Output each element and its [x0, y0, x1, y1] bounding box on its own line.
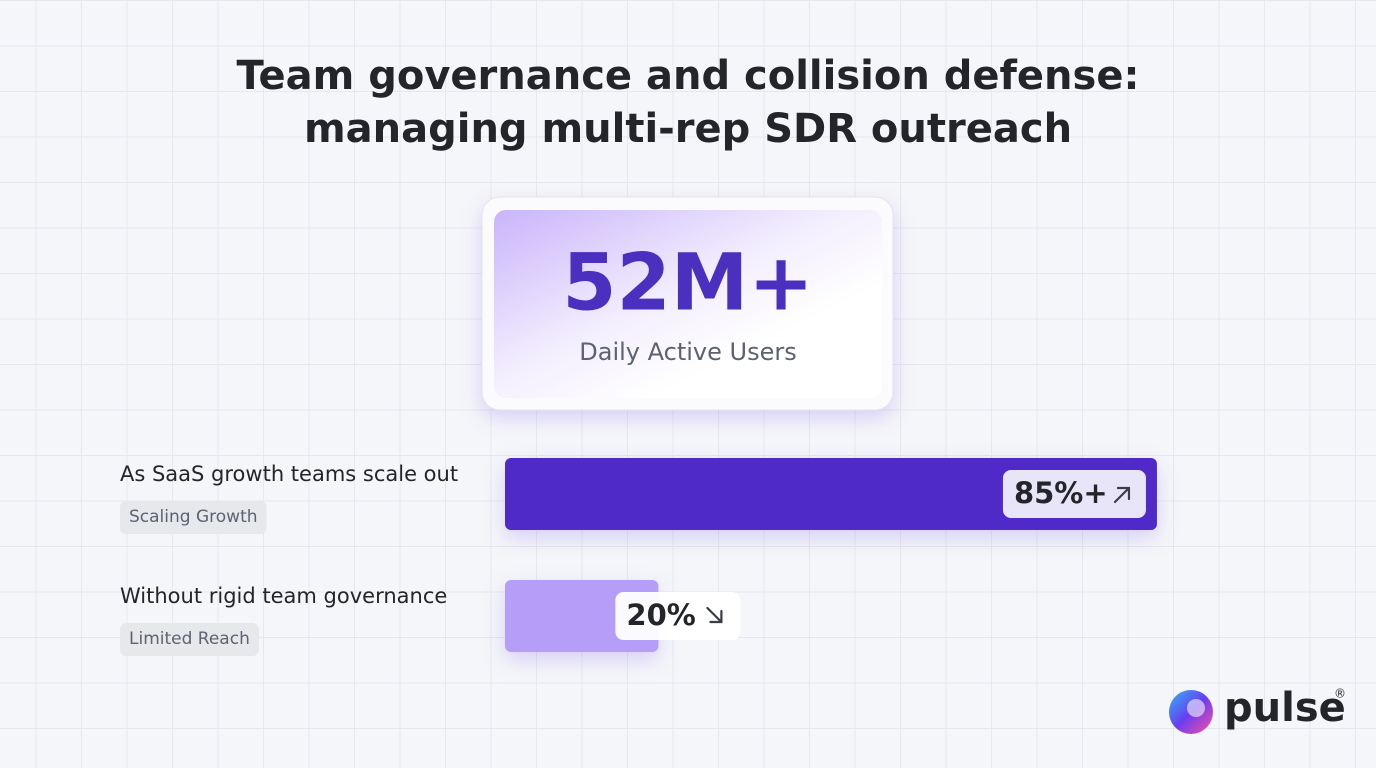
- bar-tag: Limited Reach: [129, 629, 250, 649]
- bar: [505, 458, 1157, 530]
- bar-tag: Scaling Growth: [129, 507, 258, 527]
- stat-value: 52M+: [562, 238, 814, 328]
- value-badge: [1002, 470, 1146, 518]
- value-label: 85%+: [1014, 476, 1108, 510]
- value-label: 20%: [626, 598, 695, 632]
- title-line: Team governance and collision defense:: [237, 53, 1140, 99]
- brand: pulse ®: [1169, 685, 1346, 734]
- trend-arrow: [706, 606, 723, 624]
- brand-mark: ®: [1334, 687, 1346, 701]
- brand-logo-hole: [1187, 699, 1205, 717]
- bar-tag-bg: [120, 501, 267, 534]
- bar-label: As SaaS growth teams scale out: [120, 462, 458, 486]
- brand-name: pulse: [1224, 685, 1346, 731]
- bar-tag-bg: [120, 623, 259, 656]
- bar-label: Without rigid team governance: [120, 584, 447, 608]
- value-badge: [615, 592, 741, 640]
- trend-arrow: [1113, 486, 1131, 504]
- title-line: managing multi-rep SDR outreach: [304, 106, 1072, 152]
- stat-label: Daily Active Users: [579, 338, 796, 366]
- stat-card-inner: [494, 210, 882, 398]
